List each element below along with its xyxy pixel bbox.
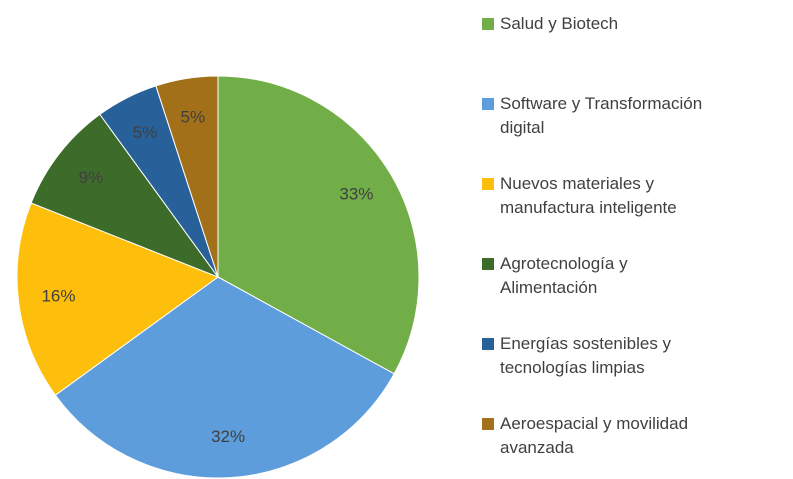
legend-label: Energías sostenibles y tecnologías limpi… (500, 334, 672, 377)
legend-swatch (482, 258, 494, 270)
pie-slice (217, 75, 420, 375)
legend-item: Energías sostenibles y tecnologías limpi… (482, 332, 787, 380)
legend-label: Nuevos materiales y manufactura intelige… (500, 174, 677, 217)
data-label: 32% (211, 427, 245, 446)
legend-item: Nuevos materiales y manufactura intelige… (482, 172, 787, 220)
legend-swatch (482, 338, 494, 350)
pie-slice (30, 113, 220, 279)
legend-item: Software y Transformación digital (482, 92, 787, 140)
legend-label: Software y Transformación digital (500, 94, 703, 137)
chart: 33% 32% 16% 9% 5% 5% (16, 75, 420, 479)
pie-slice (16, 202, 220, 396)
legend-swatch (482, 98, 494, 110)
legend-label: Aeroespacial y movilidad avanzada (500, 414, 689, 457)
data-label: 33% (339, 185, 373, 204)
data-label: 5% (181, 108, 206, 127)
pie-slice (54, 276, 395, 479)
legend-label: Salud y Biotech (500, 14, 619, 33)
legend-item: Salud y Biotech (482, 12, 787, 36)
legend-swatch (482, 18, 494, 30)
data-label: 5% (133, 123, 158, 142)
data-label: 16% (41, 287, 75, 306)
legend-swatch (482, 178, 494, 190)
legend-label: Agrotecnología y Alimentación (500, 254, 628, 297)
legend-swatch (482, 418, 494, 430)
legend-item: Aeroespacial y movilidad avanzada (482, 412, 787, 460)
pie-slice (155, 75, 219, 278)
legend-item: Agrotecnología y Alimentación (482, 252, 787, 300)
data-label: 9% (79, 168, 104, 187)
